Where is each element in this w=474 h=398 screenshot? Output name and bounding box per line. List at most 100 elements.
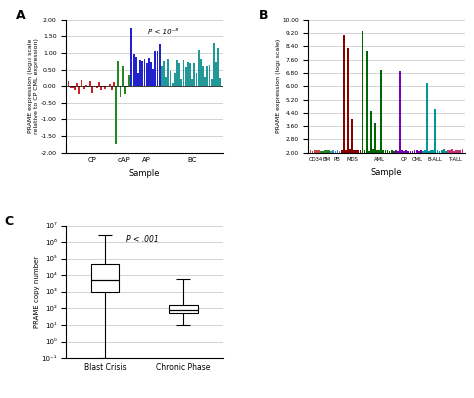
Bar: [362, 31, 364, 152]
Bar: [351, 119, 353, 152]
Bar: [435, 109, 436, 152]
Bar: [187, 62, 189, 86]
Bar: [376, 150, 378, 152]
Bar: [320, 151, 322, 152]
Bar: [72, 86, 74, 88]
Bar: [418, 151, 419, 152]
Bar: [148, 59, 150, 86]
Bar: [98, 82, 100, 86]
Bar: [451, 150, 453, 152]
Bar: [198, 50, 200, 86]
Bar: [133, 55, 135, 86]
Bar: [176, 60, 178, 86]
Bar: [118, 61, 119, 86]
Bar: [122, 66, 124, 86]
Bar: [443, 149, 445, 152]
Y-axis label: PRAME copy number: PRAME copy number: [34, 256, 40, 328]
Bar: [441, 150, 443, 152]
Bar: [83, 86, 85, 89]
Bar: [79, 86, 80, 94]
Bar: [347, 48, 349, 152]
Bar: [215, 62, 217, 86]
Bar: [109, 84, 110, 86]
Bar: [104, 86, 106, 89]
X-axis label: Sample: Sample: [371, 168, 402, 177]
Bar: [139, 60, 141, 86]
Y-axis label: PRAME expression (log₂ scale): PRAME expression (log₂ scale): [275, 39, 281, 133]
Bar: [428, 151, 430, 152]
Bar: [432, 150, 434, 152]
Text: A: A: [17, 9, 26, 22]
Bar: [161, 66, 163, 86]
Bar: [155, 51, 156, 86]
Bar: [447, 150, 449, 152]
Bar: [94, 86, 95, 87]
Bar: [360, 150, 361, 152]
Bar: [401, 150, 403, 152]
Bar: [167, 59, 169, 86]
Bar: [420, 150, 422, 152]
Bar: [457, 150, 459, 152]
Bar: [459, 150, 461, 152]
Bar: [211, 79, 212, 86]
Bar: [91, 264, 119, 292]
Bar: [191, 79, 193, 86]
Bar: [206, 66, 208, 86]
Bar: [91, 86, 93, 93]
Bar: [430, 150, 432, 152]
Bar: [152, 69, 154, 86]
Bar: [414, 150, 415, 152]
Bar: [370, 111, 372, 152]
Bar: [422, 150, 424, 152]
Bar: [453, 151, 455, 152]
Bar: [316, 150, 318, 152]
Bar: [330, 151, 332, 152]
Bar: [113, 82, 115, 86]
Bar: [356, 150, 357, 152]
Bar: [178, 63, 180, 86]
Bar: [380, 70, 382, 152]
Bar: [393, 151, 395, 152]
Bar: [200, 59, 202, 86]
Bar: [310, 150, 311, 152]
Bar: [322, 151, 324, 152]
Bar: [326, 150, 328, 152]
Bar: [324, 150, 326, 152]
Bar: [438, 151, 440, 152]
Bar: [70, 86, 72, 88]
Bar: [357, 150, 359, 152]
Bar: [314, 150, 316, 152]
Bar: [335, 150, 337, 152]
Bar: [174, 73, 176, 86]
Bar: [437, 150, 438, 152]
Bar: [312, 151, 313, 152]
Bar: [163, 61, 165, 86]
Bar: [96, 86, 98, 88]
Bar: [193, 62, 195, 86]
Bar: [383, 150, 384, 152]
Bar: [172, 83, 173, 86]
Bar: [364, 150, 365, 152]
Bar: [202, 66, 204, 86]
Bar: [337, 150, 338, 152]
Bar: [349, 149, 351, 152]
Bar: [353, 150, 355, 152]
Bar: [124, 86, 126, 94]
Bar: [87, 86, 89, 87]
Bar: [68, 81, 70, 86]
Bar: [130, 28, 132, 86]
Bar: [405, 150, 407, 152]
Bar: [85, 85, 87, 86]
Bar: [403, 150, 405, 152]
Bar: [372, 149, 374, 152]
Bar: [366, 51, 367, 152]
Bar: [156, 51, 158, 86]
Bar: [128, 76, 130, 86]
Bar: [213, 43, 215, 86]
Bar: [144, 59, 146, 86]
Bar: [424, 150, 426, 152]
Bar: [102, 86, 104, 87]
Bar: [146, 63, 147, 86]
Bar: [119, 86, 121, 98]
Bar: [111, 86, 113, 90]
